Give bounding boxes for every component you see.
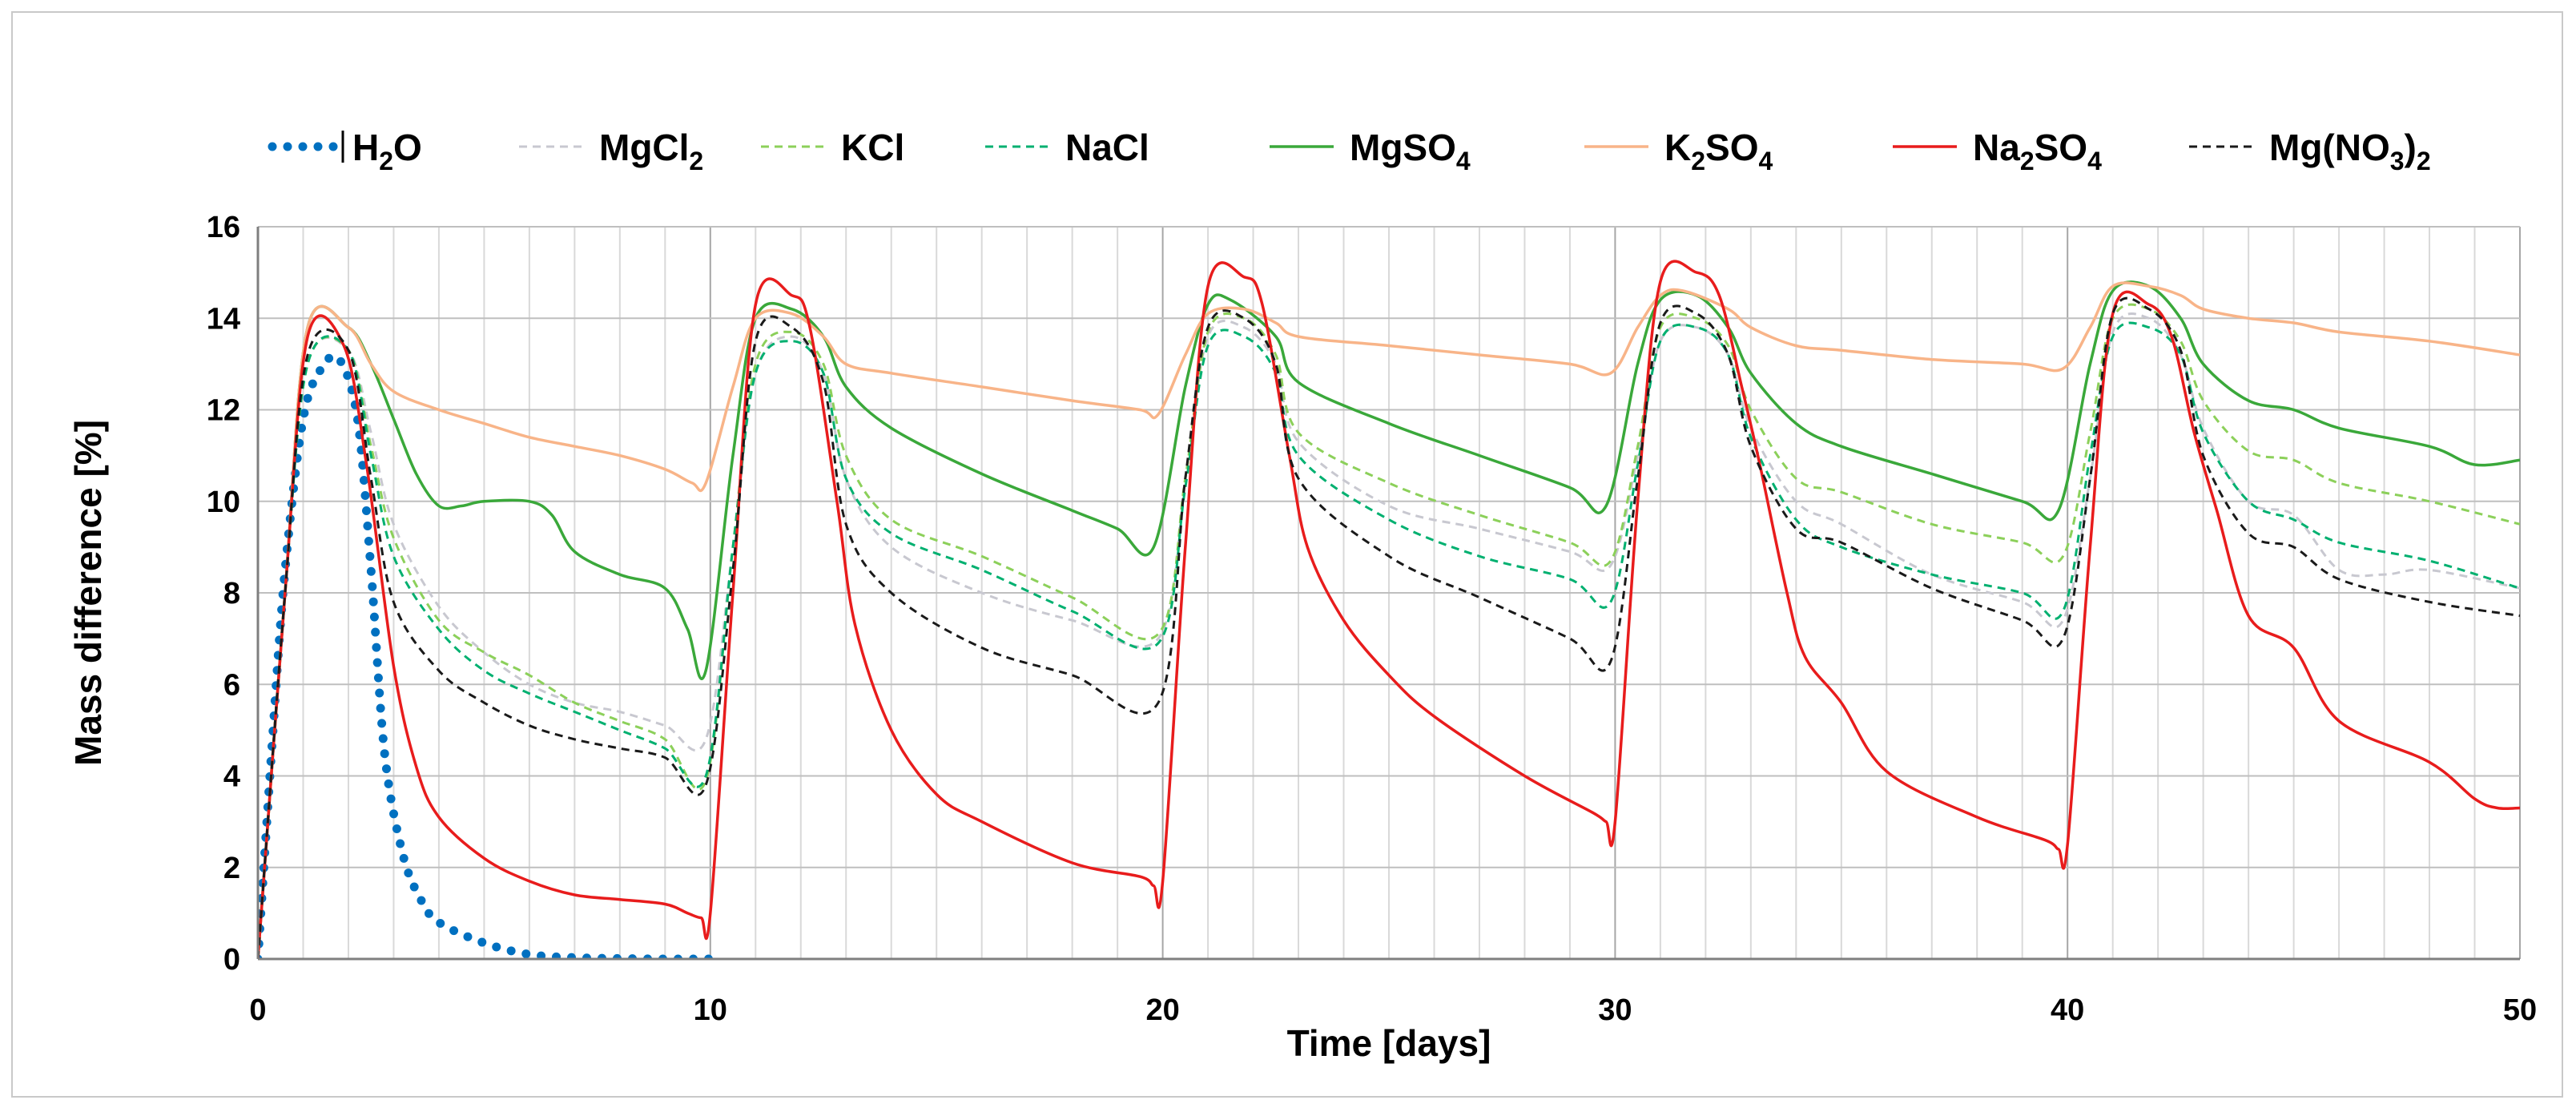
series-line-h2o (258, 351, 715, 959)
legend-label: H2O (352, 127, 422, 175)
x-tick-label: 10 (694, 993, 727, 1027)
x-tick-label: 0 (249, 993, 266, 1027)
y-tick-label: 8 (223, 577, 240, 610)
series-line-mgcl2 (258, 312, 2520, 959)
chart-frame (11, 11, 2563, 1098)
y-tick-label: 10 (207, 485, 240, 519)
y-tick-label: 4 (223, 760, 240, 794)
series-line-mg-no3-2 (258, 296, 2520, 959)
series-line-k2so4 (258, 281, 2520, 959)
series-line-kcl (258, 303, 2520, 959)
legend: H2O MgCl2 KCl NaCl MgSO4 K2SO4 Na2SO4 Mg(NO3)2 (268, 127, 2431, 175)
y-tick-label: 16 (207, 211, 240, 244)
legend-label: KCl (841, 127, 904, 168)
y-tick-label: 14 (207, 302, 240, 336)
y-tick-label: 2 (223, 852, 240, 885)
gridlines (257, 226, 2521, 960)
y-tick-label: 6 (223, 668, 240, 702)
x-axis-title: Time [days] (1287, 1022, 1491, 1064)
x-tick-label: 20 (1145, 993, 1179, 1027)
legend-label: Na2SO4 (1973, 127, 2102, 175)
series-line-mgso4 (258, 280, 2520, 959)
y-tick-label: 12 (207, 394, 240, 428)
legend-label: MgCl2 (599, 127, 703, 175)
x-tick-label: 50 (2503, 993, 2537, 1027)
y-axis-title: Mass difference [%] (67, 420, 109, 766)
legend-label: NaCl (1065, 127, 1149, 168)
x-tick-label: 40 (2051, 993, 2084, 1027)
y-tick-label: 0 (223, 943, 240, 977)
x-tick-label: 30 (1598, 993, 1632, 1027)
legend-label: Mg(NO3)2 (2269, 127, 2431, 175)
axes: 0 10 20 30 40 50 0 2 4 6 8 10 12 14 16 (207, 211, 2537, 1027)
legend-label: K2SO4 (1664, 127, 1773, 175)
series-line-nacl (258, 321, 2520, 959)
series-group (258, 260, 2520, 959)
legend-label: MgSO4 (1350, 127, 1471, 175)
